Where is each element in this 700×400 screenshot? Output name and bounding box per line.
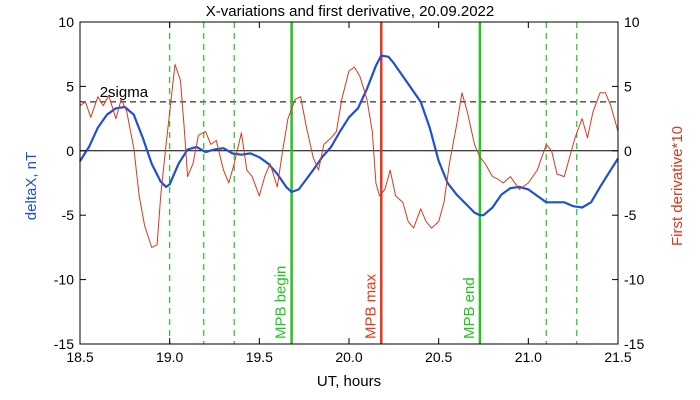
series-line-1 xyxy=(79,54,619,217)
y-tick-label-left: 5 xyxy=(66,78,74,94)
x-tick-label: 21.5 xyxy=(604,349,631,365)
plot-area: 2sigma MPB begin MPB max MPB end xyxy=(79,22,619,344)
y-tick-label-left: 10 xyxy=(58,14,74,30)
x-tick-label: 19.0 xyxy=(156,349,183,365)
axis-ticks: 18.5 19.0 19.5 20.0 20.5 21.0 21.5-15 -15-10 -10… xyxy=(54,14,645,365)
x-axis-label: UT, hours xyxy=(317,373,381,390)
y-tick-label-left: 0 xyxy=(66,143,74,159)
x-tick-label: 20.5 xyxy=(425,349,452,365)
y-tick-label-right: 0 xyxy=(624,143,632,159)
x-tick-label: 21.0 xyxy=(515,349,542,365)
chart-title: X-variations and first derivative, 20.09… xyxy=(206,3,495,20)
y-tick-label-left: -10 xyxy=(54,272,74,288)
right-axis-label: First derivative*10 xyxy=(669,126,686,246)
y-tick-label-right: 10 xyxy=(624,14,640,30)
y-tick-label-left: -5 xyxy=(62,207,75,223)
y-tick-label-right: 5 xyxy=(624,78,632,94)
x-tick-label: 19.5 xyxy=(246,349,273,365)
vertical-line-label-6: MPB end xyxy=(461,277,478,339)
vertical-line-label-4: MPB begin xyxy=(273,266,290,339)
y-tick-label-right: -15 xyxy=(624,336,644,352)
vertical-line-label-5: MPB max xyxy=(362,273,379,339)
y-tick-label-left: -15 xyxy=(54,336,74,352)
y-tick-label-right: -5 xyxy=(624,207,637,223)
series-line-2 xyxy=(79,64,619,248)
left-axis-label: deltaX, nT xyxy=(23,152,40,220)
x-tick-label: 20.0 xyxy=(335,349,362,365)
x-tick-label: 18.5 xyxy=(66,349,93,365)
y-tick-label-right: -10 xyxy=(624,272,644,288)
threshold-label: 2sigma xyxy=(100,84,149,101)
